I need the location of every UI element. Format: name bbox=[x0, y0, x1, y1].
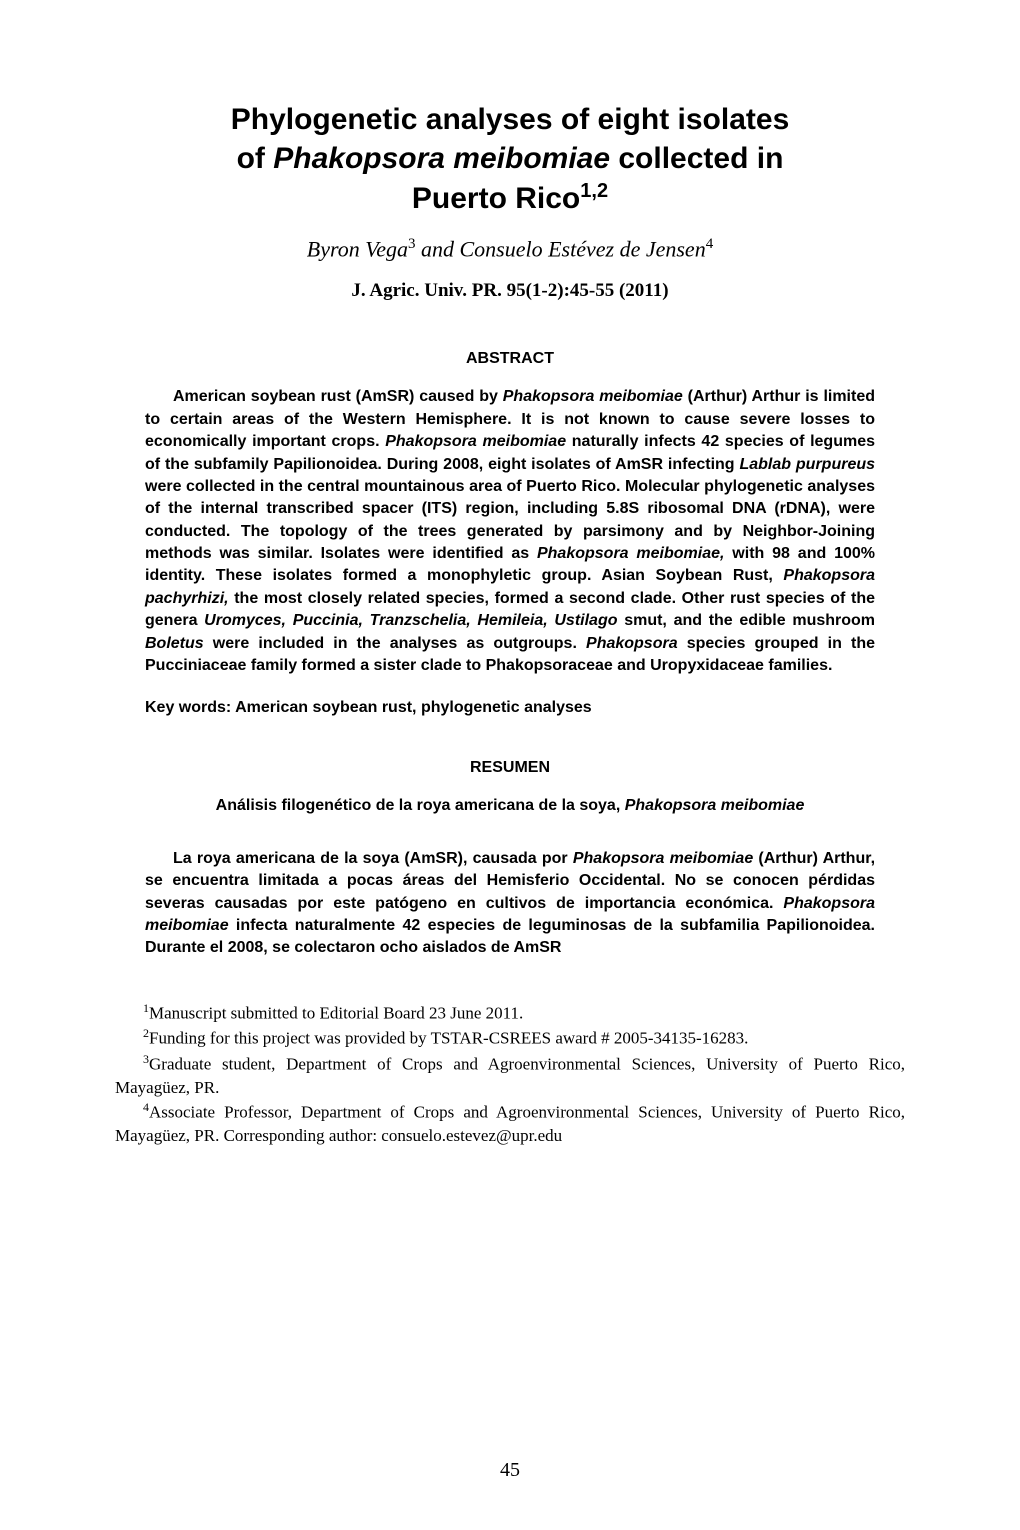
abstract-text-7: smut, and the edible mushroom bbox=[618, 612, 876, 629]
footnote-2-text: Funding for this project was provided by… bbox=[149, 1029, 748, 1048]
abstract-italic-3: Lablab purpureus bbox=[739, 456, 875, 473]
title-line3-pre: Puerto Rico bbox=[412, 182, 580, 215]
abstract-body: American soybean rust (AmSR) caused by P… bbox=[145, 386, 875, 677]
title-line2-post: collected in bbox=[610, 142, 783, 175]
abstract-italic-4: Phakopsora meibomiae, bbox=[537, 545, 724, 562]
resumen-subtitle-italic: Phakopsora meibomiae bbox=[625, 797, 805, 814]
resumen-text-1: La roya americana de la soya (AmSR), cau… bbox=[173, 850, 573, 867]
footnote-4: 4Associate Professor, Department of Crop… bbox=[115, 1099, 905, 1148]
abstract-text-8: were included in the analyses as outgrou… bbox=[204, 635, 586, 652]
footnote-4-text: Associate Professor, Department of Crops… bbox=[115, 1103, 905, 1145]
authors-conj: and bbox=[416, 236, 460, 261]
abstract-text-1: American soybean rust (AmSR) caused by bbox=[173, 388, 503, 405]
footnote-3-text: Graduate student, Department of Crops an… bbox=[115, 1055, 905, 1097]
resumen-subtitle-pre: Análisis filogenético de la roya america… bbox=[216, 797, 625, 814]
abstract-italic-7: Boletus bbox=[145, 635, 204, 652]
abstract-italic-2: Phakopsora meibomiae bbox=[385, 433, 566, 450]
resumen-italic-1: Phakopsora meibomiae bbox=[573, 850, 753, 867]
footnotes-block: 1Manuscript submitted to Editorial Board… bbox=[115, 1000, 905, 1148]
abstract-italic-8: Phakopsora bbox=[586, 635, 678, 652]
author-2-name: Consuelo Estévez de Jensen bbox=[460, 236, 706, 261]
author-2-sup: 4 bbox=[706, 236, 714, 252]
abstract-heading: ABSTRACT bbox=[115, 350, 905, 368]
resumen-heading: RESUMEN bbox=[115, 759, 905, 777]
abstract-italic-6: Uromyces, Puccinia, Tranzschelia, Hemile… bbox=[204, 612, 617, 629]
keywords-line: Key words: American soybean rust, phylog… bbox=[145, 699, 875, 717]
resumen-body: La roya americana de la soya (AmSR), cau… bbox=[145, 848, 875, 960]
footnote-1: 1Manuscript submitted to Editorial Board… bbox=[115, 1000, 905, 1026]
authors-line: Byron Vega3 and Consuelo Estévez de Jens… bbox=[115, 236, 905, 262]
article-title: Phylogenetic analyses of eight isolates … bbox=[115, 100, 905, 218]
title-line2-pre: of bbox=[237, 142, 274, 175]
resumen-text-3: infecta naturalmente 42 especies de legu… bbox=[145, 917, 875, 956]
author-1-name: Byron Vega bbox=[307, 236, 408, 261]
page-number: 45 bbox=[0, 1459, 1020, 1482]
footnote-2: 2Funding for this project was provided b… bbox=[115, 1025, 905, 1051]
title-line2-italic: Phakopsora meibomiae bbox=[273, 142, 610, 175]
footnote-3: 3Graduate student, Department of Crops a… bbox=[115, 1051, 905, 1100]
journal-citation: J. Agric. Univ. PR. 95(1-2):45-55 (2011) bbox=[115, 280, 905, 302]
abstract-italic-1: Phakopsora meibomiae bbox=[503, 388, 683, 405]
title-line1: Phylogenetic analyses of eight isolates bbox=[231, 103, 790, 136]
resumen-subtitle: Análisis filogenético de la roya america… bbox=[175, 795, 845, 817]
title-superscript: 1,2 bbox=[580, 180, 608, 202]
author-1-sup: 3 bbox=[408, 236, 416, 252]
footnote-1-text: Manuscript submitted to Editorial Board … bbox=[149, 1003, 523, 1022]
